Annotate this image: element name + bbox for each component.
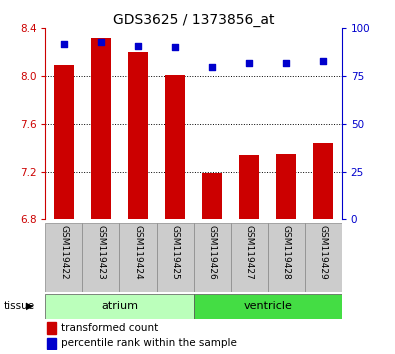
Text: GSM119424: GSM119424	[134, 225, 143, 280]
Bar	[194, 223, 231, 292]
Bar	[91, 38, 111, 219]
Bar	[165, 75, 185, 219]
Text: GSM119427: GSM119427	[245, 225, 254, 280]
Bar	[276, 154, 296, 219]
Text: GSM119428: GSM119428	[282, 225, 291, 280]
Point	[283, 60, 289, 65]
Bar	[231, 223, 268, 292]
Bar	[194, 294, 342, 319]
Text: GSM119422: GSM119422	[59, 225, 68, 280]
Text: percentile rank within the sample: percentile rank within the sample	[61, 338, 237, 348]
Text: tissue: tissue	[4, 301, 35, 311]
Bar	[83, 223, 120, 292]
Text: ▶: ▶	[26, 301, 33, 311]
Bar	[47, 322, 56, 334]
Bar	[45, 223, 83, 292]
Text: ventricle: ventricle	[243, 301, 292, 311]
Text: GSM119426: GSM119426	[207, 225, 216, 280]
Point	[209, 64, 215, 69]
Bar	[45, 294, 194, 319]
Bar	[202, 173, 222, 219]
Bar	[128, 52, 148, 219]
Bar	[47, 337, 56, 349]
Bar	[156, 223, 194, 292]
Point	[246, 60, 252, 65]
Text: GSM119429: GSM119429	[319, 225, 328, 280]
Text: transformed count: transformed count	[61, 323, 158, 333]
Point	[172, 45, 178, 50]
Title: GDS3625 / 1373856_at: GDS3625 / 1373856_at	[113, 13, 274, 27]
Bar	[268, 223, 305, 292]
Bar	[120, 223, 156, 292]
Point	[320, 58, 326, 64]
Text: atrium: atrium	[101, 301, 138, 311]
Point	[61, 41, 67, 46]
Point	[135, 43, 141, 48]
Bar	[305, 223, 342, 292]
Text: GSM119423: GSM119423	[96, 225, 105, 280]
Text: GSM119425: GSM119425	[171, 225, 180, 280]
Bar	[313, 143, 333, 219]
Point	[98, 39, 104, 45]
Bar	[239, 155, 259, 219]
Bar	[54, 65, 74, 219]
